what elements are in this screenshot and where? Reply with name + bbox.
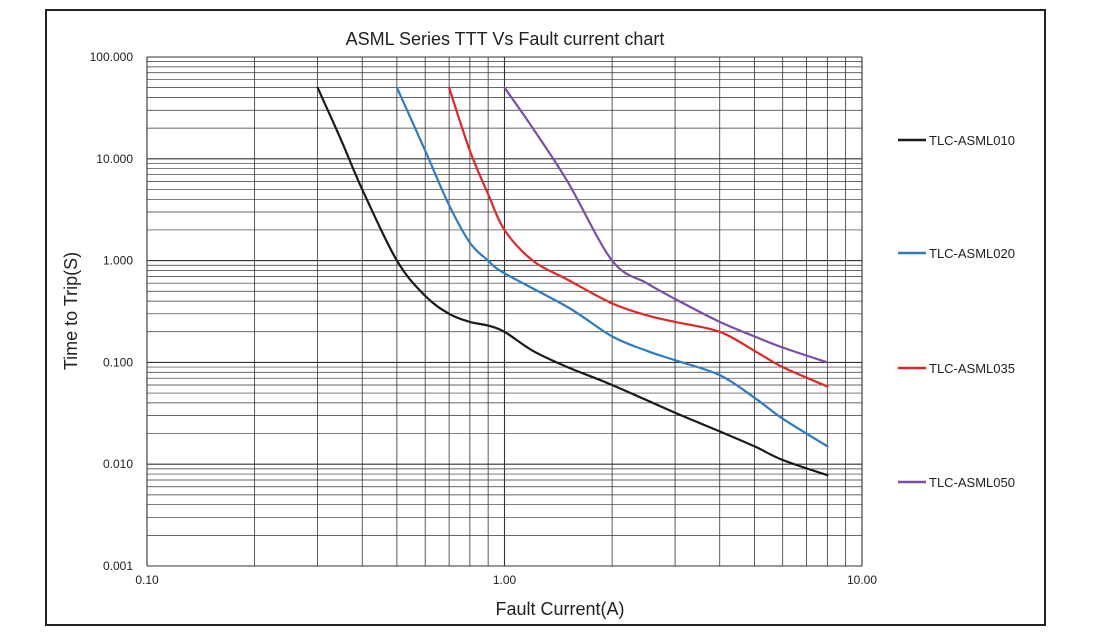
x-tick-label: 0.10 (135, 573, 159, 587)
x-axis-label: Fault Current(A) (495, 599, 624, 619)
legend-label: TLC-ASML010 (929, 133, 1015, 148)
legend-item-tlc-asml050: TLC-ASML050 (898, 475, 1015, 490)
x-tick-label: 1.00 (493, 573, 517, 587)
y-tick-label: 1.000 (103, 254, 133, 268)
series-line-tlc-asml010 (316, 86, 829, 477)
y-axis-label: Time to Trip(S) (61, 252, 81, 370)
chart-title: ASML Series TTT Vs Fault current chart (346, 29, 665, 49)
y-tick-labels: 100.000 10.000 1.000 0.100 0.010 0.001 (90, 50, 134, 573)
series-line-tlc-asml035 (448, 86, 829, 388)
legend-item-tlc-asml020: TLC-ASML020 (898, 246, 1015, 261)
series-line-tlc-asml020 (395, 86, 829, 448)
series-layer (316, 86, 829, 477)
series-line-tlc-asml050 (503, 86, 829, 364)
y-tick-label: 0.001 (103, 559, 133, 573)
legend-item-tlc-asml035: TLC-ASML035 (898, 361, 1015, 376)
legend-label: TLC-ASML020 (929, 246, 1015, 261)
x-tick-labels: 0.10 1.00 10.00 (135, 573, 877, 587)
x-tick-label: 10.00 (847, 573, 877, 587)
y-tick-label: 0.100 (103, 355, 133, 369)
y-tick-label: 100.000 (90, 50, 134, 64)
legend-label: TLC-ASML050 (929, 475, 1015, 490)
chart-legend: TLC-ASML010 TLC-ASML020 TLC-ASML035 TLC-ASM… (898, 133, 1015, 490)
y-tick-label: 10.000 (96, 152, 133, 166)
legend-label: TLC-ASML035 (929, 361, 1015, 376)
plot-grid (146, 56, 863, 567)
chart-frame (45, 9, 1046, 626)
y-tick-label: 0.010 (103, 457, 133, 471)
legend-item-tlc-asml010: TLC-ASML010 (898, 133, 1015, 148)
